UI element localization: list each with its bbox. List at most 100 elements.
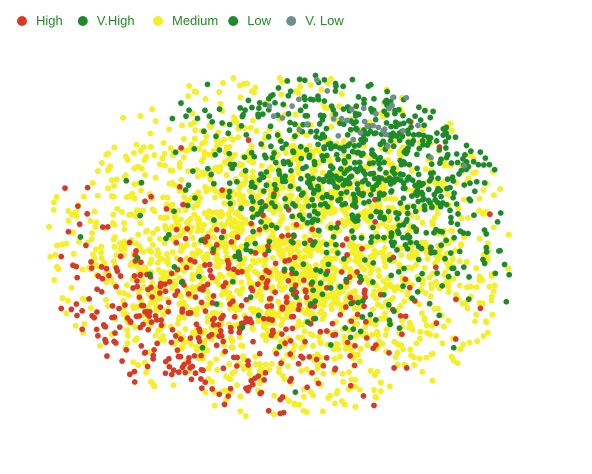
- data-point: [221, 200, 228, 207]
- data-point: [200, 283, 207, 290]
- data-point: [333, 173, 340, 180]
- data-point: [323, 125, 330, 132]
- data-point: [284, 78, 291, 84]
- data-point: [196, 338, 203, 345]
- data-point: [262, 257, 269, 264]
- data-point: [151, 152, 158, 159]
- data-point: [206, 113, 213, 120]
- data-point: [351, 159, 358, 166]
- data-point: [344, 251, 351, 258]
- data-point: [306, 310, 313, 317]
- data-point: [335, 346, 342, 353]
- data-point: [158, 337, 165, 344]
- data-point: [304, 319, 311, 325]
- data-point: [372, 218, 378, 225]
- data-point: [473, 265, 480, 272]
- data-point: [369, 306, 376, 313]
- data-point: [230, 266, 237, 273]
- data-point: [315, 141, 322, 148]
- data-point: [97, 342, 104, 349]
- data-point: [65, 217, 72, 224]
- data-point: [287, 351, 294, 357]
- data-point: [473, 178, 480, 185]
- data-point: [149, 294, 155, 300]
- data-point: [98, 288, 105, 295]
- data-point: [394, 349, 401, 356]
- data-point: [381, 191, 387, 197]
- data-point: [248, 220, 255, 227]
- data-point: [245, 358, 251, 364]
- data-point: [254, 281, 261, 288]
- data-point: [226, 270, 233, 277]
- data-point: [73, 301, 80, 307]
- data-point: [217, 140, 224, 147]
- data-point: [357, 345, 364, 352]
- data-point: [157, 304, 164, 310]
- data-point: [268, 360, 275, 367]
- data-point: [319, 408, 326, 415]
- data-point: [294, 196, 301, 203]
- data-point: [256, 99, 263, 106]
- data-point: [163, 235, 169, 242]
- data-point: [397, 342, 404, 349]
- data-point: [295, 160, 302, 167]
- data-point: [381, 159, 387, 166]
- data-point: [409, 141, 415, 147]
- data-point: [319, 116, 326, 123]
- data-point: [367, 367, 374, 374]
- data-point: [133, 262, 140, 269]
- data-point: [182, 235, 189, 242]
- data-point: [285, 159, 292, 165]
- data-point: [131, 368, 138, 375]
- data-point: [177, 232, 184, 239]
- data-point: [260, 188, 267, 195]
- data-point: [435, 175, 441, 182]
- data-point: [175, 315, 182, 322]
- data-point: [324, 80, 331, 87]
- data-point: [281, 240, 288, 247]
- data-point: [95, 273, 102, 279]
- data-point: [387, 181, 394, 187]
- data-point: [361, 200, 367, 206]
- data-point: [401, 265, 407, 272]
- data-point: [329, 247, 336, 254]
- data-point: [269, 166, 276, 173]
- data-point: [380, 291, 387, 298]
- data-point: [125, 292, 132, 299]
- data-point: [413, 239, 420, 246]
- data-point: [333, 224, 340, 231]
- data-point: [303, 147, 310, 153]
- data-point: [201, 256, 208, 263]
- data-point: [191, 352, 198, 359]
- data-point: [119, 358, 125, 364]
- data-point: [376, 287, 383, 294]
- data-point: [333, 151, 340, 158]
- data-point: [171, 277, 178, 284]
- data-point: [135, 361, 142, 368]
- data-point: [313, 128, 320, 135]
- data-point: [204, 347, 211, 354]
- data-point: [65, 207, 72, 214]
- legend-item-medium: Medium: [153, 13, 218, 28]
- data-point: [204, 165, 211, 172]
- data-point: [316, 232, 323, 239]
- data-point: [248, 194, 255, 201]
- data-point: [330, 332, 337, 339]
- data-point: [174, 347, 181, 354]
- data-point: [109, 303, 116, 309]
- data-point: [111, 243, 118, 250]
- data-point: [497, 210, 504, 216]
- data-point: [421, 315, 428, 322]
- data-point: [458, 167, 465, 174]
- data-point: [209, 209, 216, 216]
- data-point: [234, 224, 241, 231]
- data-point: [344, 117, 350, 124]
- data-point: [356, 159, 363, 166]
- data-point: [327, 75, 334, 82]
- data-point: [297, 143, 304, 150]
- data-point: [239, 324, 246, 331]
- data-point: [238, 123, 245, 129]
- data-point: [290, 232, 297, 239]
- data-point: [205, 365, 212, 372]
- data-point: [53, 193, 60, 200]
